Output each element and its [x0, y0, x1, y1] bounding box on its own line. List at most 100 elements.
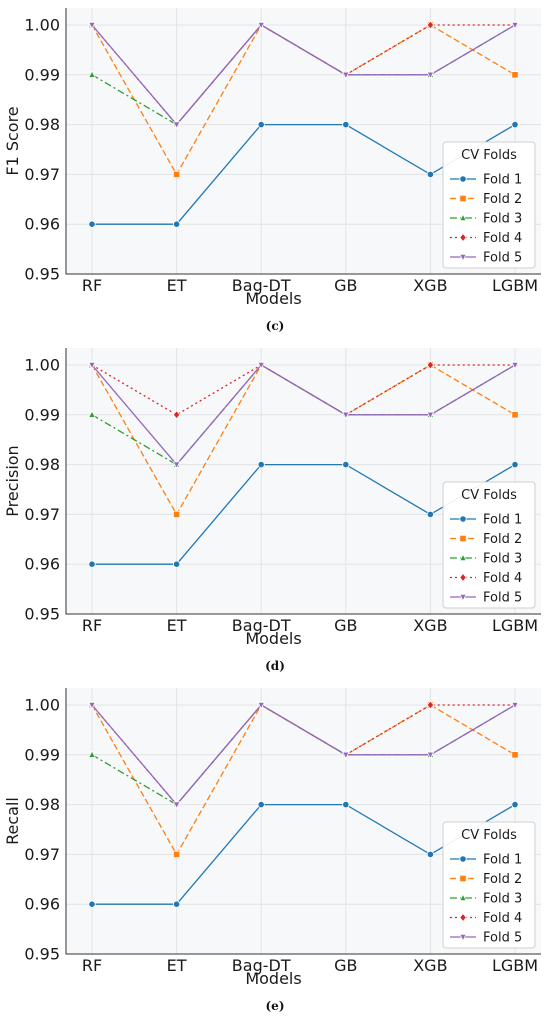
legend-title: CV Folds — [461, 488, 517, 503]
x-tick-label: Bag-DT — [232, 616, 291, 635]
y-tick-label: 1.00 — [24, 356, 60, 375]
x-tick-label: LGBM — [492, 956, 538, 975]
series-line — [91, 704, 516, 806]
chart-panel-c: 0.95 0.96 0.97 0.98 0.99 1.00 RF ET Bag-DT GB XGB L… — [0, 0, 550, 340]
legend-marker — [459, 553, 467, 562]
x-tick-label: GB — [334, 276, 357, 295]
legend-entry: Fold 1 — [483, 173, 522, 188]
data-point — [426, 700, 435, 710]
x-axis-label: Models — [245, 969, 301, 988]
x-axis-label: Models — [245, 629, 301, 648]
series-line — [91, 364, 516, 466]
y-tick-label: 0.95 — [24, 265, 60, 284]
chart-panel-e: 0.95 0.96 0.97 0.98 0.99 1.00 RF ET Bag-DT GB XGB L… — [0, 680, 550, 1019]
figure-caption: (d) — [265, 659, 285, 673]
legend-entry: Fold 4 — [483, 231, 522, 246]
series-line — [91, 24, 516, 126]
legend-entry: Fold 2 — [483, 192, 522, 207]
data-point — [257, 701, 266, 710]
data-point — [341, 411, 350, 420]
data-point — [88, 21, 96, 30]
axis-spines — [65, 348, 541, 615]
data-point — [172, 170, 181, 178]
data-point — [511, 121, 519, 129]
legend-marker — [459, 175, 467, 183]
y-tick-label: 0.95 — [24, 945, 60, 964]
data-point — [511, 361, 519, 370]
figure-caption: (c) — [266, 319, 285, 333]
series-5 — [88, 21, 519, 130]
data-point — [342, 121, 350, 129]
data-point — [426, 751, 435, 760]
chart-svg-precision: 0.95 0.96 0.97 0.98 0.99 1.00 RF ET Bag-DT GB XGB L… — [3, 348, 541, 673]
y-tick-label: 1.00 — [24, 16, 60, 35]
legend-box — [442, 821, 536, 949]
data-point — [173, 220, 181, 228]
data-point — [88, 701, 96, 710]
data-point — [511, 701, 519, 710]
legend-title: CV Folds — [461, 828, 517, 843]
data-point — [172, 461, 181, 470]
legend-marker — [459, 933, 467, 942]
data-point — [511, 801, 519, 809]
legend-entry: Fold 4 — [483, 911, 522, 926]
y-tick-label: 0.98 — [24, 115, 60, 134]
y-tick-label: 0.96 — [24, 555, 60, 574]
data-point — [173, 560, 181, 568]
data-point — [426, 71, 435, 80]
chart-panel-d: 0.95 0.96 0.97 0.98 0.99 1.00 RF ET Bag-DT GB XGB L… — [0, 340, 550, 680]
data-point — [426, 510, 434, 518]
figure-caption: (e) — [266, 999, 285, 1013]
data-point — [342, 461, 350, 469]
x-tick-label: Bag-DT — [232, 276, 291, 295]
legend-entry: Fold 5 — [483, 931, 522, 946]
data-point — [88, 410, 96, 418]
x-axis-label: Models — [245, 289, 301, 308]
series-line — [91, 364, 516, 466]
y-tick-label: 1.00 — [24, 696, 60, 715]
axis-spines — [65, 688, 541, 955]
data-point — [426, 20, 435, 30]
legend-marker — [459, 912, 467, 923]
axis-spines — [65, 8, 541, 275]
y-axis-label: Precision — [3, 445, 22, 516]
legend: CV Folds Fold 1 Fold 2 Fold 3 Fold 4 Fold 5 — [442, 821, 536, 949]
data-point — [426, 850, 434, 858]
legend-entry: Fold 2 — [483, 872, 522, 887]
legend-marker — [459, 534, 467, 543]
y-tick-label: 0.99 — [24, 745, 60, 764]
series-line — [91, 704, 516, 806]
data-point — [257, 461, 265, 469]
legend-entry: Fold 5 — [483, 251, 522, 266]
y-tick-label: 0.97 — [24, 165, 60, 184]
y-tick-label: 0.98 — [24, 795, 60, 814]
data-point — [511, 751, 519, 759]
x-tick-label: XGB — [413, 616, 447, 635]
series-5 — [88, 701, 519, 810]
data-point — [511, 21, 519, 30]
x-tick-label: Bag-DT — [232, 956, 291, 975]
legend-marker — [459, 572, 467, 583]
x-tick-label: ET — [167, 276, 187, 295]
y-tick-label: 0.96 — [24, 895, 60, 914]
y-axis-label: F1 Score — [3, 106, 22, 175]
legend-entry: Fold 4 — [483, 571, 522, 586]
data-point — [426, 360, 435, 370]
data-point — [511, 411, 519, 419]
legend-marker — [459, 253, 467, 262]
data-point — [511, 461, 519, 469]
legend-marker — [459, 213, 467, 222]
legend-title: CV Folds — [461, 148, 517, 163]
legend-entry: Fold 1 — [483, 513, 522, 528]
y-axis-label: Recall — [3, 797, 22, 845]
x-tick-label: RF — [82, 616, 102, 635]
legend-marker — [459, 515, 467, 523]
y-tick-label: 0.99 — [24, 405, 60, 424]
x-tick-label: ET — [167, 616, 187, 635]
y-tick-label: 0.96 — [24, 215, 60, 234]
legend-entry: Fold 1 — [483, 853, 522, 868]
data-point — [88, 750, 96, 758]
legend-marker — [459, 194, 467, 203]
legend-entry: Fold 2 — [483, 532, 522, 547]
chart-svg-f1: 0.95 0.96 0.97 0.98 0.99 1.00 RF ET Bag-DT GB XGB L… — [3, 8, 541, 333]
